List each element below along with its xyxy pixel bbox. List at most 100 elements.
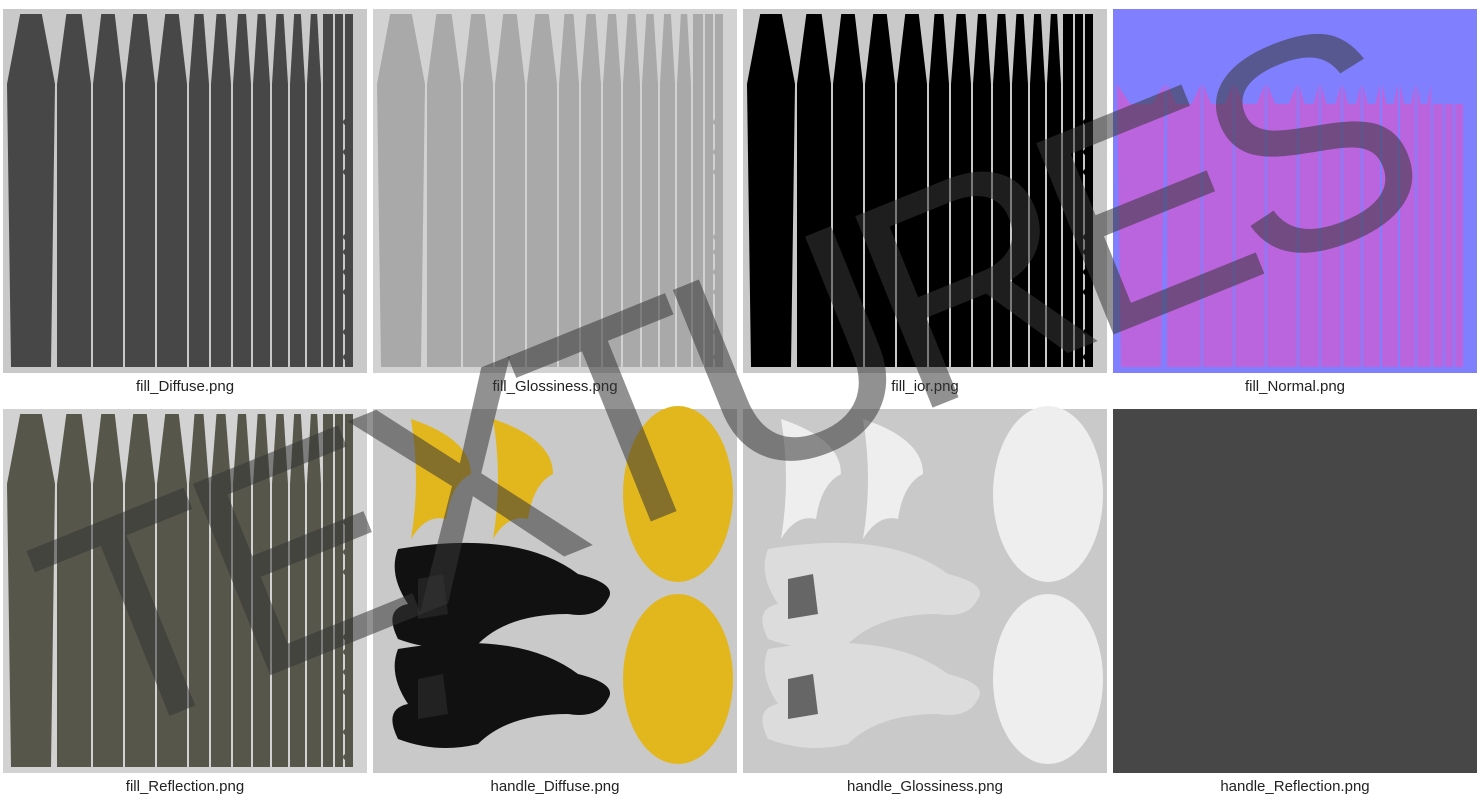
uv-island (713, 289, 723, 295)
uv-strip (211, 14, 231, 367)
uv-island (1083, 149, 1093, 155)
uv-strip (495, 14, 525, 367)
uv-island (343, 754, 353, 760)
uv-island (1083, 169, 1093, 175)
uv-island (343, 234, 353, 240)
uv-strip (463, 14, 493, 367)
uv-strip (233, 414, 251, 767)
uv-island (788, 574, 818, 619)
tile-caption: fill_Normal.png (1245, 378, 1345, 395)
uv-island (713, 329, 723, 335)
uv-strip (1382, 84, 1398, 367)
uv-strip (335, 14, 343, 367)
uv-island (788, 674, 818, 719)
uv-strip (7, 14, 55, 367)
tile-background (1113, 409, 1477, 773)
tile-caption: fill_Diffuse.png (136, 378, 234, 395)
uv-island (781, 419, 841, 539)
uv-strip (233, 14, 251, 367)
tile-caption: fill_ior.png (891, 378, 959, 395)
texture-tile: handle_Reflection.png (1113, 409, 1477, 795)
uv-strip (253, 14, 270, 367)
uv-strip (1321, 84, 1341, 367)
uv-strip (1167, 84, 1201, 367)
uv-strip (125, 414, 155, 767)
uv-strip (1030, 14, 1045, 367)
texture-tile: handle_Diffuse.png (373, 406, 737, 795)
uv-island (343, 119, 353, 125)
uv-island (343, 169, 353, 175)
uv-strip (345, 414, 353, 767)
uv-strip (93, 14, 123, 367)
uv-strip (642, 14, 658, 367)
texture-tile: fill_Glossiness.png (373, 9, 737, 395)
uv-strip (993, 14, 1010, 367)
uv-island (392, 542, 610, 648)
uv-strip (93, 414, 123, 767)
uv-strip (929, 14, 949, 367)
uv-island (993, 594, 1103, 764)
uv-strip (57, 414, 91, 767)
uv-strip (581, 14, 601, 367)
uv-strip (427, 14, 461, 367)
uv-strip (1203, 84, 1233, 367)
texture-tile: fill_Diffuse.png (3, 9, 367, 395)
uv-strip (897, 14, 927, 367)
uv-strip (603, 14, 621, 367)
uv-strip (1267, 84, 1297, 367)
uv-island (1083, 289, 1093, 295)
uv-strip (253, 414, 270, 767)
uv-island (343, 549, 353, 555)
tile-caption: handle_Diffuse.png (491, 778, 620, 795)
uv-strip (660, 14, 675, 367)
uv-island (343, 354, 353, 360)
texture-tile: fill_ior.png (743, 9, 1107, 395)
uv-island (343, 569, 353, 575)
uv-strip (693, 14, 703, 367)
uv-strip (1455, 104, 1463, 367)
uv-island (993, 406, 1103, 582)
tile-caption: fill_Reflection.png (126, 778, 244, 795)
uv-strip (211, 414, 231, 767)
uv-strip (747, 14, 795, 367)
uv-island (343, 289, 353, 295)
uv-island (418, 674, 448, 719)
uv-strip (1235, 84, 1265, 367)
uv-strip (335, 414, 343, 767)
uv-island (343, 269, 353, 275)
tile-grid: fill_Diffuse.png fill_Glossiness.png fill_… (3, 9, 1477, 795)
uv-strip (307, 14, 321, 367)
uv-island (1083, 234, 1093, 240)
uv-strip (272, 414, 288, 767)
uv-strip (323, 14, 333, 367)
uv-island (418, 574, 448, 619)
tile-caption: handle_Reflection.png (1220, 778, 1369, 795)
uv-strip (1075, 14, 1083, 367)
texture-tile: fill_Normal.png (1113, 9, 1477, 395)
texture-tile: fill_Reflection.png (3, 409, 367, 795)
uv-strip (527, 14, 557, 367)
uv-strip (1012, 14, 1028, 367)
uv-strip (705, 14, 713, 367)
uv-island (343, 689, 353, 695)
uv-strip (559, 14, 579, 367)
uv-strip (973, 14, 991, 367)
uv-strip (377, 14, 425, 367)
uv-strip (1299, 84, 1319, 367)
tile-caption: fill_Glossiness.png (492, 378, 617, 395)
uv-strip (715, 14, 723, 367)
uv-island (1083, 329, 1093, 335)
uv-strip (323, 414, 333, 767)
uv-strip (1117, 84, 1165, 367)
uv-island (713, 119, 723, 125)
uv-strip (157, 14, 187, 367)
uv-island (762, 542, 980, 648)
uv-island (343, 329, 353, 335)
uv-strip (189, 14, 209, 367)
uv-strip (290, 414, 305, 767)
uv-strip (157, 414, 187, 767)
uv-strip (1063, 14, 1073, 367)
texture-tile: handle_Glossiness.png (743, 406, 1107, 795)
